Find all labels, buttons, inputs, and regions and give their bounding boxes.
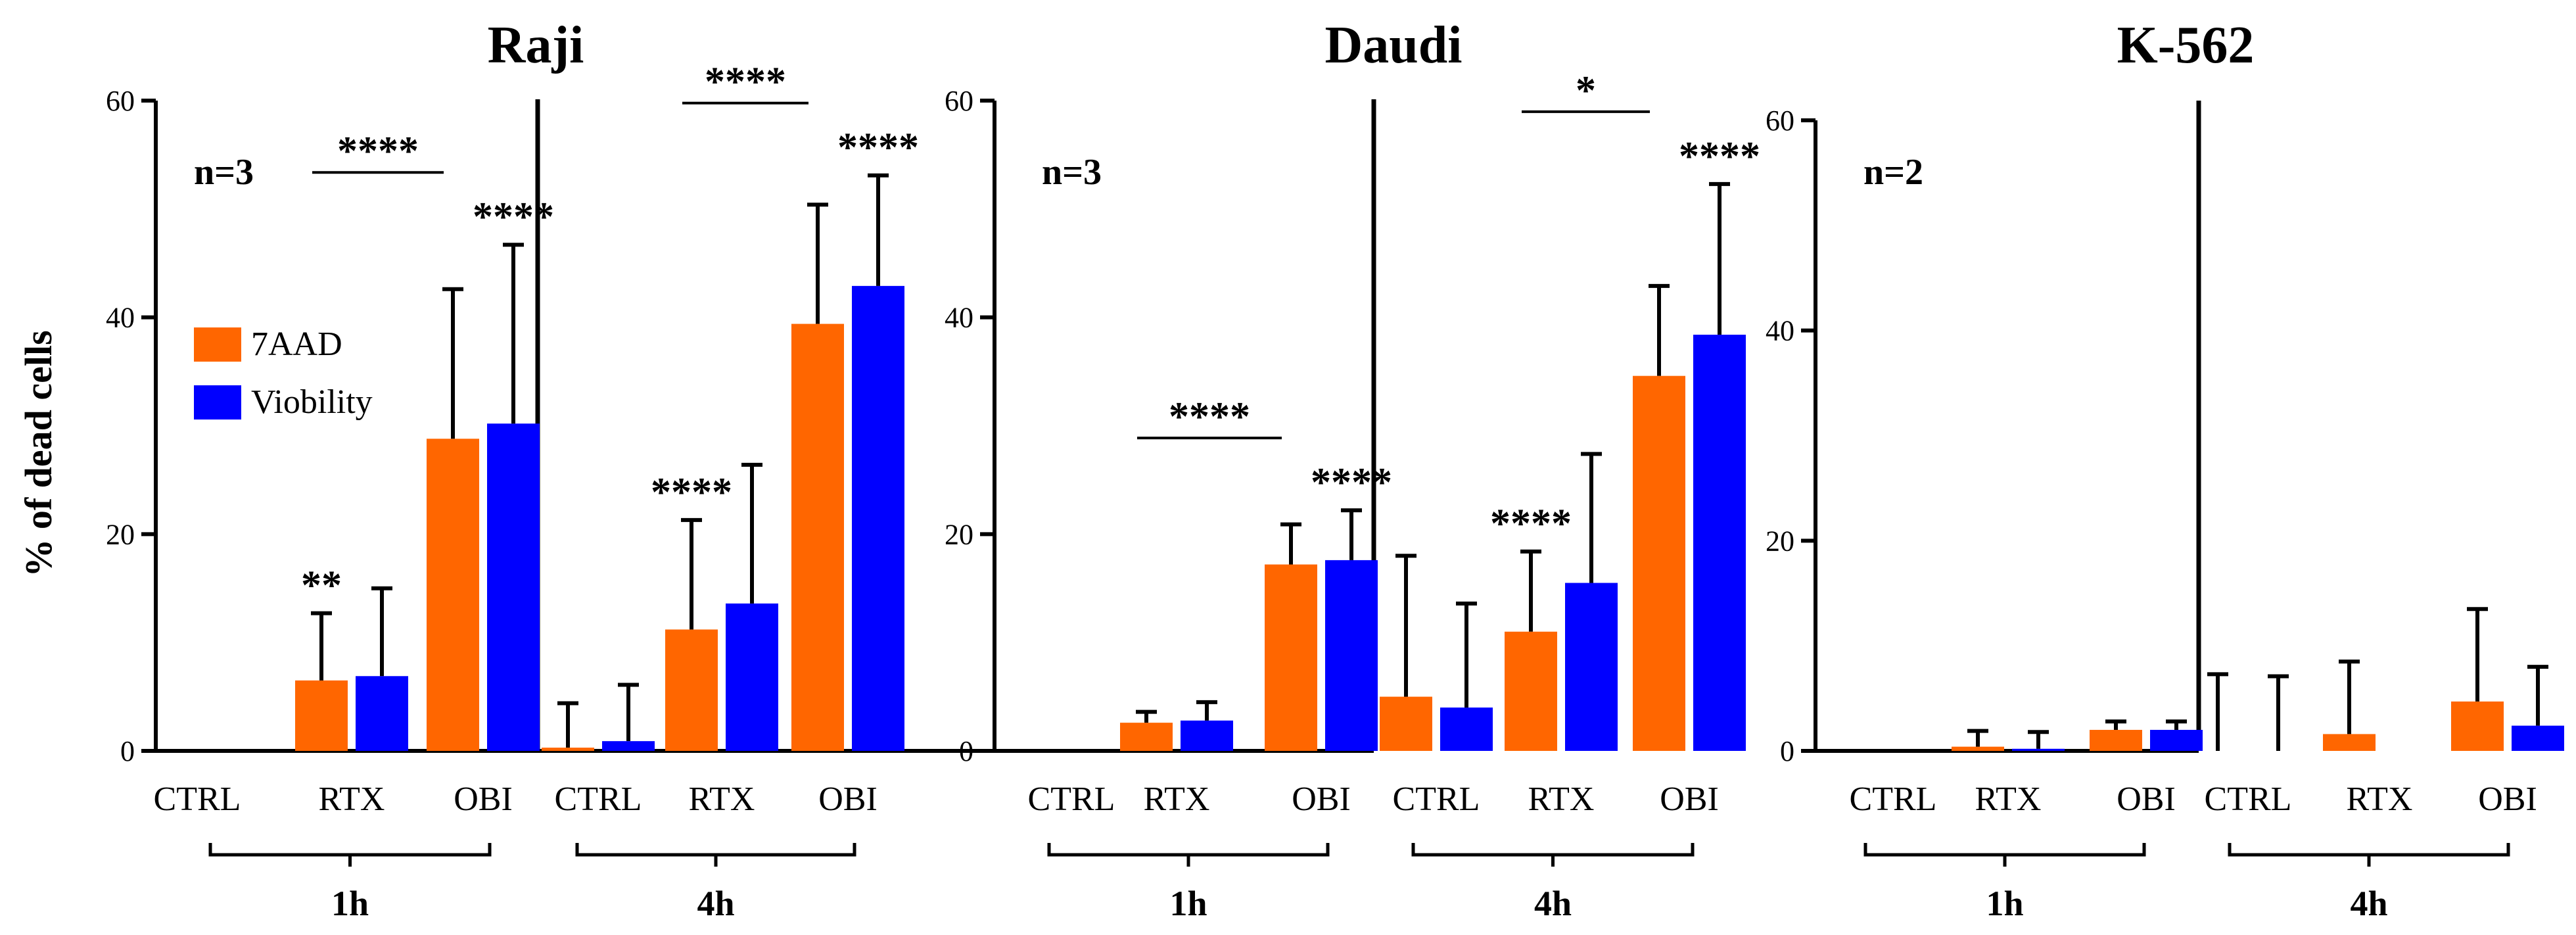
bar-viobility-rtx-1h [356,676,408,751]
chart-title: K-562 [2117,16,2255,74]
significance-label: **** [1679,134,1760,179]
legend-swatch-7aad [194,327,241,362]
y-tick-label: 20 [1766,525,1794,557]
x-category-label: OBI [2478,780,2537,818]
bar-7aad-ctrl-4h [1380,696,1432,751]
group-bracket [1863,843,2146,857]
y-tick-label: 40 [945,302,973,334]
bar-7aad-obi-4h [2451,701,2504,751]
bar-7aad-rtx-4h [2323,734,2376,751]
bar-7aad-obi-4h [1633,375,1685,751]
bar-7aad-obi-1h [1265,564,1317,751]
comparison-significance: **** [1169,395,1250,439]
y-tick-label: 0 [959,735,973,767]
significance-label: ** [301,563,342,608]
significance-label: **** [651,470,732,515]
bar-7aad-rtx-1h [1120,723,1173,751]
x-category-label: OBI [818,780,878,818]
bar-viobility-rtx-4h [726,603,778,751]
y-axis-label: % of dead cells [17,330,60,577]
y-tick-label: 60 [945,85,973,117]
sample-size-label: n=3 [194,152,254,193]
bar-viobility-ctrl-4h [602,741,655,751]
group-label: 4h [697,884,734,923]
sample-size-label: n=2 [1863,152,1923,193]
significance-label: **** [1311,460,1392,505]
bar-viobility-obi-1h [1325,560,1378,751]
bar-7aad-obi-1h [427,439,479,751]
group-label: 1h [1986,884,2023,923]
bar-viobility-obi-4h [2512,725,2564,751]
comparison-significance: **** [705,60,786,105]
group-label: 4h [1534,884,1572,923]
legend-label: Viobility [251,383,373,421]
group-label: 1h [1169,884,1207,923]
x-category-label: RTX [2347,780,2413,818]
chart-panel-2: K-562 n=2 0 20 40 60 CTRL RTX OBI 1h CTRL RTX OBI 4h [1766,16,2564,923]
group-bracket [1411,843,1695,857]
y-tick-label: 40 [106,302,135,334]
y-tick-label: 60 [1766,105,1794,137]
bar-7aad-ctrl-4h [542,748,594,751]
bar-7aad-obi-4h [791,324,844,752]
significance-label: **** [473,195,554,239]
bar-viobility-obi-1h [487,423,540,751]
x-category-label: RTX [689,780,755,818]
group-label: 1h [331,884,369,923]
significance-label: **** [1490,502,1572,546]
bar-viobility-obi-4h [852,285,904,751]
bar-7aad-rtx-4h [665,629,718,751]
x-category-label: CTRL [154,780,241,818]
group-bracket [1047,843,1330,857]
chart-panel-1: Daudi n=3 0 20 40 60 CTRL RTX OBI 1h **** **** CTRL R… [945,16,1760,923]
legend-label: 7AAD [251,325,342,363]
y-tick-label: 0 [120,735,135,767]
y-tick-label: 20 [106,518,135,550]
bar-7aad-rtx-1h [1952,746,2004,751]
bar-viobility-ctrl-4h [1440,707,1493,751]
bar-viobility-rtx-4h [1565,583,1618,751]
x-category-label: CTRL [2205,780,2292,818]
y-tick-label: 40 [1766,315,1794,347]
sample-size-label: n=3 [1042,152,1102,193]
x-category-label: RTX [319,780,385,818]
x-category-label: OBI [454,780,513,818]
comparison-significance: **** [337,129,419,174]
bar-viobility-obi-4h [1693,335,1746,751]
x-category-label: CTRL [555,780,642,818]
y-tick-label: 20 [945,518,973,550]
chart-title: Daudi [1325,16,1463,74]
x-category-label: CTRL [1028,780,1115,818]
significance-label: **** [837,126,919,170]
x-category-label: OBI [1660,780,1719,818]
group-bracket [208,843,492,857]
y-tick-label: 60 [106,85,135,117]
x-category-label: RTX [1975,780,2042,818]
bar-7aad-obi-1h [2090,730,2142,751]
x-category-label: OBI [1292,780,1351,818]
x-category-label: CTRL [1393,780,1480,818]
bar-viobility-rtx-1h [1181,720,1233,751]
x-category-label: RTX [1144,780,1210,818]
group-bracket [575,843,856,857]
chart-title: Raji [488,16,584,74]
comparison-significance: * [1576,68,1596,113]
legend: 7AAD Viobility [194,325,373,421]
group-bracket [2228,843,2510,857]
bar-7aad-rtx-4h [1505,631,1557,751]
bar-7aad-rtx-1h [295,680,348,751]
x-category-label: OBI [2117,780,2176,818]
legend-swatch-viobility [194,385,241,420]
y-tick-label: 0 [1780,735,1794,767]
group-label: 4h [2350,884,2387,923]
x-category-label: CTRL [1850,780,1937,818]
bar-viobility-obi-1h [2150,730,2203,751]
bar-viobility-rtx-1h [2012,748,2065,751]
x-category-label: RTX [1528,780,1595,818]
